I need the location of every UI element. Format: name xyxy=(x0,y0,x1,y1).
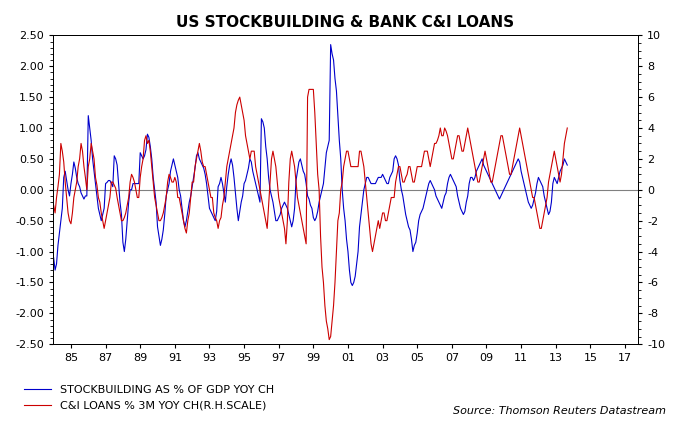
C&I LOANS % 3M YOY CH(R.H.SCALE) xyxy=(167,175,175,180)
Legend: STOCKBUILDING AS % OF GDP YOY CH, C&I LOANS % 3M YOY CH(R.H.SCALE): STOCKBUILDING AS % OF GDP YOY CH, C&I LO… xyxy=(19,380,279,415)
C&I LOANS % 3M YOY CH(R.H.SCALE) xyxy=(305,87,313,92)
STOCKBUILDING AS % OF GDP YOY CH xyxy=(250,175,258,180)
C&I LOANS % 3M YOY CH(R.H.SCALE) xyxy=(50,203,58,208)
Text: Source: Thomson Reuters Datastream: Source: Thomson Reuters Datastream xyxy=(454,406,666,416)
STOCKBUILDING AS % OF GDP YOY CH xyxy=(328,51,336,57)
STOCKBUILDING AS % OF GDP YOY CH xyxy=(186,193,194,198)
STOCKBUILDING AS % OF GDP YOY CH xyxy=(348,283,356,288)
Line: STOCKBUILDING AS % OF GDP YOY CH: STOCKBUILDING AS % OF GDP YOY CH xyxy=(54,45,567,286)
C&I LOANS % 3M YOY CH(R.H.SCALE) xyxy=(228,133,237,138)
STOCKBUILDING AS % OF GDP YOY CH xyxy=(97,218,105,223)
C&I LOANS % 3M YOY CH(R.H.SCALE) xyxy=(250,149,258,154)
C&I LOANS % 3M YOY CH(R.H.SCALE) xyxy=(97,210,105,215)
C&I LOANS % 3M YOY CH(R.H.SCALE) xyxy=(325,337,333,342)
STOCKBUILDING AS % OF GDP YOY CH xyxy=(563,162,571,167)
STOCKBUILDING AS % OF GDP YOY CH xyxy=(50,255,58,260)
C&I LOANS % 3M YOY CH(R.H.SCALE) xyxy=(186,195,194,200)
Title: US STOCKBUILDING & BANK C&I LOANS: US STOCKBUILDING & BANK C&I LOANS xyxy=(176,15,515,30)
Line: C&I LOANS % 3M YOY CH(R.H.SCALE): C&I LOANS % 3M YOY CH(R.H.SCALE) xyxy=(54,89,567,340)
C&I LOANS % 3M YOY CH(R.H.SCALE) xyxy=(563,125,571,130)
STOCKBUILDING AS % OF GDP YOY CH xyxy=(228,162,237,167)
STOCKBUILDING AS % OF GDP YOY CH xyxy=(167,169,175,174)
C&I LOANS % 3M YOY CH(R.H.SCALE) xyxy=(330,303,338,308)
STOCKBUILDING AS % OF GDP YOY CH xyxy=(326,42,335,47)
